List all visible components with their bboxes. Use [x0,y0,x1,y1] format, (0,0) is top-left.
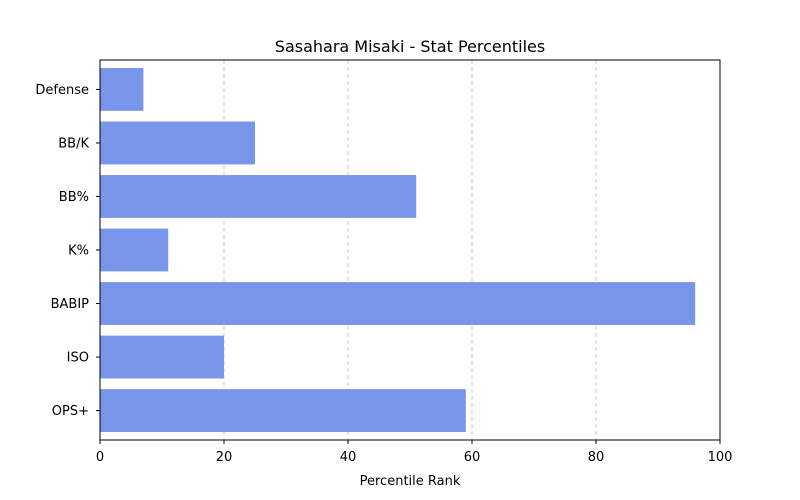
bars [100,68,696,432]
bar [100,68,144,111]
bar [100,175,417,218]
bar [100,228,169,272]
x-tick-label: 60 [464,450,481,465]
bar [100,389,466,432]
bar [100,121,255,165]
y-tick-label: K% [68,244,89,259]
y-tick-label: BB% [59,190,89,205]
bar [100,282,696,325]
x-tick-label: 20 [216,450,233,465]
y-tick-label: Defense [35,83,89,98]
y-tick-label: BB/K [58,136,89,151]
y-axis-ticks: Defense BB/K BB% K% BABIP ISO OPS+ [35,83,100,419]
y-tick-label: ISO [67,351,89,366]
plot-frame [99,59,721,441]
x-tick-label: 80 [588,450,605,465]
x-axis-ticks: 0 20 40 60 80 100 [96,440,733,465]
x-axis-label: Percentile Rank [360,474,461,489]
chart-title: Sasahara Misaki - Stat Percentiles [275,37,545,56]
x-tick-label: 40 [340,450,357,465]
y-tick-label: BABIP [51,297,90,312]
x-tick-label: 0 [96,450,104,465]
x-tick-label: 100 [708,450,733,465]
grid-lines [223,60,597,440]
bar [100,335,224,379]
y-tick-label: OPS+ [52,404,89,419]
